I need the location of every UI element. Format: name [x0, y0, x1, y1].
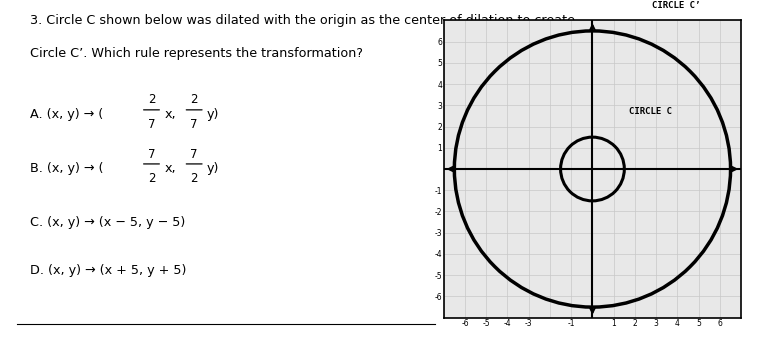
Text: 3. Circle C shown below was dilated with the origin as the center of dilation to: 3. Circle C shown below was dilated with…	[30, 14, 575, 26]
Text: B. (x, y) → (: B. (x, y) → (	[30, 162, 104, 175]
Text: 7: 7	[148, 118, 155, 131]
Text: x,: x,	[165, 108, 176, 121]
Text: y): y)	[207, 108, 219, 121]
Text: 7: 7	[148, 148, 155, 161]
Text: 2: 2	[190, 94, 198, 106]
Text: A. (x, y) → (: A. (x, y) → (	[30, 108, 103, 121]
Text: 7: 7	[190, 148, 198, 161]
Text: C. (x, y) → (x − 5, y − 5): C. (x, y) → (x − 5, y − 5)	[30, 216, 185, 229]
Text: CIRCLE C’: CIRCLE C’	[652, 1, 700, 10]
Text: 2: 2	[190, 172, 198, 185]
Text: 2: 2	[148, 172, 155, 185]
Text: y): y)	[207, 162, 219, 175]
Text: 7: 7	[190, 118, 198, 131]
Text: CIRCLE C: CIRCLE C	[629, 107, 671, 116]
Text: Circle C’. Which rule represents the transformation?: Circle C’. Which rule represents the tra…	[30, 47, 363, 60]
Text: D. (x, y) → (x + 5, y + 5): D. (x, y) → (x + 5, y + 5)	[30, 264, 186, 276]
Text: 2: 2	[148, 94, 155, 106]
Text: x,: x,	[165, 162, 176, 175]
